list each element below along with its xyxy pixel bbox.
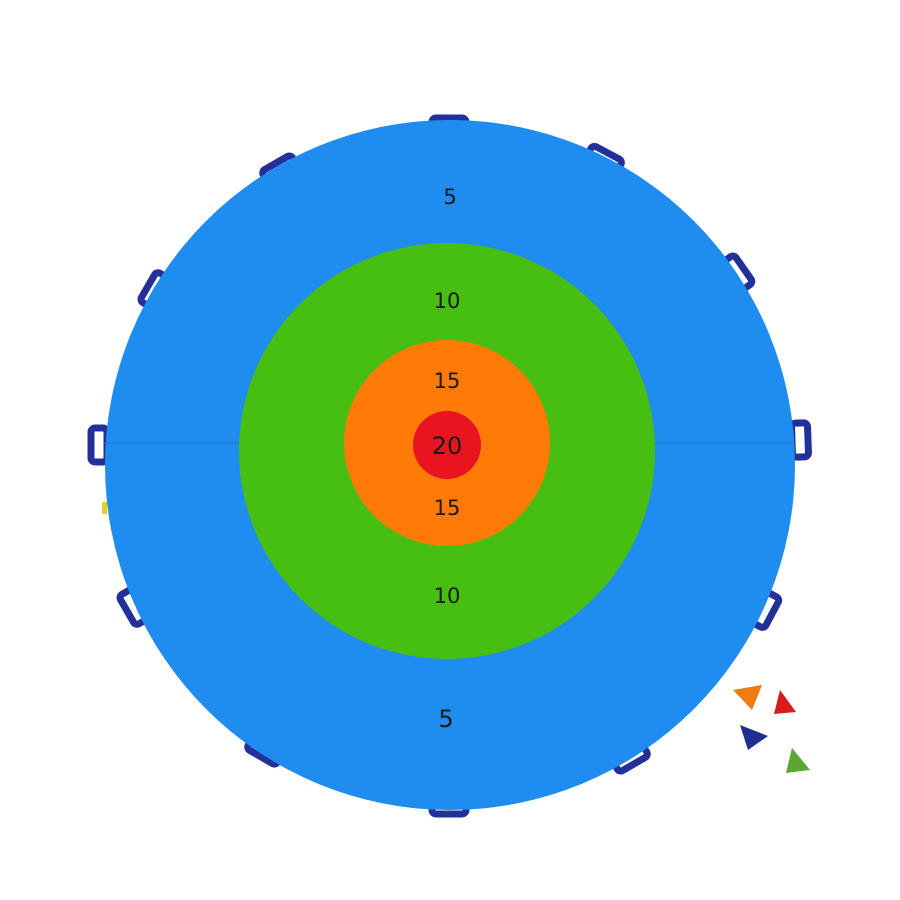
ring-label: 5 (443, 185, 456, 209)
bullseye (413, 411, 481, 479)
ring-label: 15 (434, 496, 461, 520)
ring-label: 10 (434, 289, 461, 313)
ring-label: 20 (432, 432, 463, 460)
tag (102, 502, 107, 514)
ring-label: 15 (434, 369, 461, 393)
bean-bags (733, 685, 810, 773)
ring-label: 10 (434, 584, 461, 608)
ring-label: 5 (438, 705, 453, 733)
